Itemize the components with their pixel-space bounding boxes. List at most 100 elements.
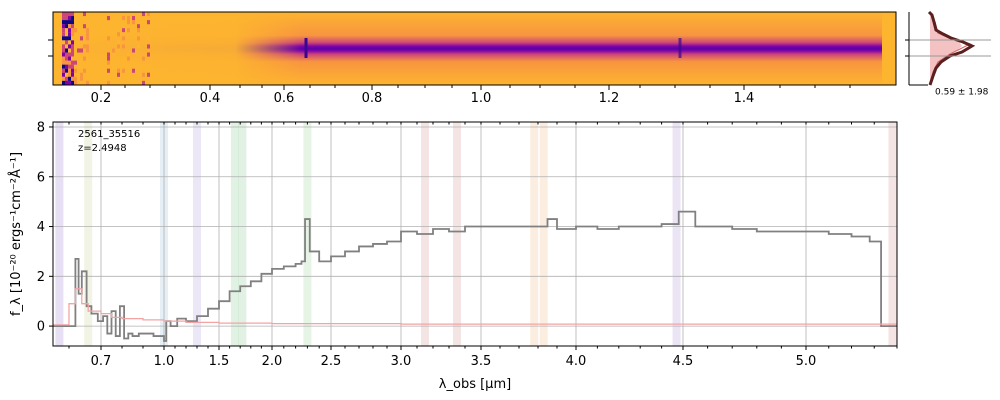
heatmap-noise-pixel	[86, 36, 89, 41]
heatmap-noise-pixel	[65, 20, 68, 25]
spectrum-series	[53, 210, 897, 342]
profile-panel: 0.59 ± 1.98	[905, 10, 991, 98]
heatmap-xtick-label: 0.4	[200, 91, 221, 106]
heatmap-noise-pixel	[127, 12, 130, 17]
heatmap-noise-pixel	[83, 56, 86, 61]
heatmap-noise-pixel	[68, 52, 71, 57]
heatmap-noise-pixel	[107, 80, 110, 85]
heatmap-noise-pixel	[62, 44, 65, 49]
heatmap-noise-pixel	[83, 12, 86, 17]
x-tick-label: 5.0	[796, 354, 817, 369]
emission-line-band	[888, 122, 897, 346]
heatmap-frame	[52, 11, 897, 86]
heatmap-noise-pixel	[142, 12, 145, 17]
spectrum-panel: 0 2 4 6 8 0.7 1.0 1.5 2.0 2.5 3.0 3.5 4.0 4.5 5.0 2561…	[8, 120, 898, 392]
heatmap-noise-pixel	[74, 68, 77, 73]
heatmap-noise-pixel	[62, 64, 65, 69]
heatmap-noise-pixel	[71, 48, 74, 53]
heatmap-xtick-label: 1.4	[734, 91, 755, 106]
y-tick-label: 4	[37, 220, 45, 235]
heatmap-noise-pixel	[127, 16, 130, 21]
heatmap-noise-pixel	[122, 36, 125, 41]
heatmap-xtick-label: 0.2	[91, 91, 112, 106]
heatmap-noise-pixel	[80, 72, 83, 77]
profile-annotation: 0.59 ± 1.98	[935, 88, 989, 98]
heatmap-noise-pixel	[74, 76, 77, 81]
heatmap-noise-pixel	[86, 64, 89, 69]
heatmap-noise-pixel	[62, 28, 65, 33]
heatmap-noise-pixel	[74, 80, 77, 85]
heatmap-noise-pixel	[117, 44, 120, 49]
heatmap-noise-pixel	[65, 80, 68, 85]
heatmap-noise-pixel	[147, 12, 150, 17]
heatmap-noise-pixel	[117, 68, 120, 73]
heatmap-noise-pixel	[68, 48, 71, 53]
heatmap-noise-pixel	[62, 68, 65, 73]
heatmap-noise-pixel	[62, 40, 65, 45]
x-axis-label: λ_obs [μm]	[439, 377, 511, 392]
heatmap-noise-pixel	[71, 76, 74, 81]
heatmap-noise-pixel	[68, 12, 71, 17]
heatmap-noise-pixel	[132, 68, 135, 73]
heatmap-noise-pixel	[137, 28, 140, 33]
heatmap-noise-pixel	[68, 36, 71, 41]
heatmap-noise-pixel	[137, 44, 140, 49]
heatmap-noise-pixel	[71, 64, 74, 69]
y-tick-label: 0	[37, 320, 45, 335]
heatmap-noise-pixel	[122, 56, 125, 61]
heatmap-xtick-label: 1.2	[599, 91, 620, 106]
heatmap-noise-pixel	[71, 12, 74, 17]
heatmap-noise-pixel	[112, 48, 115, 53]
redshift-label: z=2.4948	[78, 143, 127, 154]
heatmap-noise-pixel	[127, 56, 130, 61]
heatmap-noise-pixel	[68, 32, 71, 37]
heatmap-noise-pixel	[68, 20, 71, 25]
heatmap-noise-pixel	[83, 44, 86, 49]
y-tick-label: 2	[37, 270, 45, 285]
heatmap-xtick-label: 1.0	[471, 91, 492, 106]
heatmap-noise-pixel	[71, 20, 74, 25]
heatmap-noise-pixel	[83, 76, 86, 81]
heatmap-noise-pixel	[71, 36, 74, 41]
heatmap-noise-pixel	[77, 48, 80, 53]
heatmap-noise	[62, 12, 682, 85]
emission-line-band	[303, 122, 312, 346]
spectrum-error-line	[53, 288, 897, 326]
x-tick-label: 1.0	[154, 354, 175, 369]
heatmap-noise-pixel	[62, 52, 65, 57]
heatmap-noise-pixel	[62, 32, 65, 37]
heatmap-noise-pixel	[142, 80, 145, 85]
x-tick-label: 3.0	[391, 354, 412, 369]
heatmap-noise-pixel	[71, 32, 74, 37]
heatmap-noise-pixel	[80, 48, 83, 53]
heatmap-noise-pixel	[77, 68, 80, 73]
heatmap-noise-pixel	[127, 20, 130, 25]
heatmap-noise-pixel	[71, 56, 74, 61]
heatmap-noise-pixel	[122, 32, 125, 37]
profile-fill	[930, 12, 962, 85]
emission-line-band	[238, 122, 247, 346]
heatmap-noise-pixel	[71, 16, 74, 21]
heatmap-blue-fade	[53, 12, 882, 85]
heatmap-noise-pixel	[142, 56, 145, 61]
heatmap-noise-pixel	[107, 52, 110, 57]
y-tick-label: 6	[37, 170, 45, 185]
heatmap-noise-pixel	[132, 20, 135, 25]
heatmap-noise-pixel	[62, 56, 65, 61]
heatmap-noise-pixel	[117, 48, 120, 53]
heatmap-noise-pixel	[137, 36, 140, 41]
heatmap-noise-pixel	[68, 24, 71, 29]
heatmap-noise-pixel	[71, 72, 74, 77]
heatmap-noise-pixel	[86, 48, 89, 53]
heatmap-noise-pixel	[132, 64, 135, 69]
heatmap-noise-pixel	[62, 76, 65, 81]
profile-data-line	[927, 10, 976, 86]
heatmap-noise-pixel	[65, 48, 68, 53]
heatmap-noise-pixel	[74, 28, 77, 33]
heatmap-noise-pixel	[80, 80, 83, 85]
heatmap-noise-pixel	[71, 40, 74, 45]
x-tick-label: 2.5	[321, 354, 342, 369]
heatmap-xtick-label: 0.8	[362, 91, 383, 106]
heatmap-trace-knot	[678, 38, 682, 58]
heatmap-noise-pixel	[147, 36, 150, 41]
